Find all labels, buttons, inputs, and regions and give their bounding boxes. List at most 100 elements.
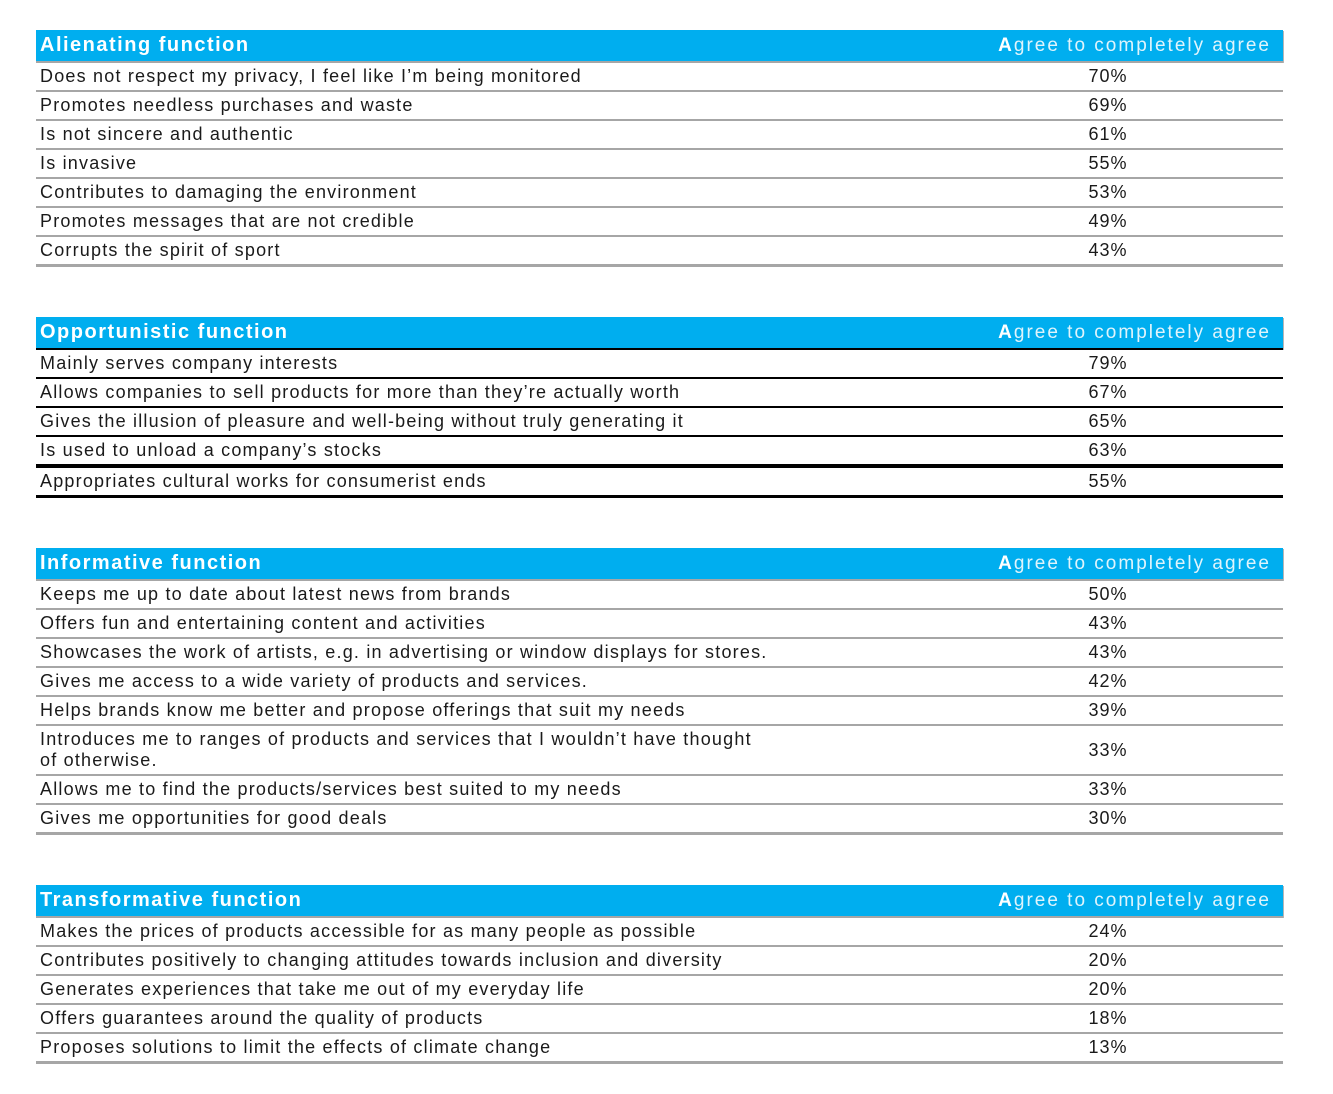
row-value: 69% [933, 91, 1283, 121]
table-row: Introduces me to ranges of products and … [36, 725, 1283, 776]
row-value: 50% [933, 580, 1283, 610]
row-value: 53% [933, 178, 1283, 208]
table-header-row: Alienating function Agree to completely … [36, 30, 1283, 63]
row-value: 20% [933, 946, 1283, 976]
table-informative-function: Informative function Agree to completely… [36, 548, 1283, 835]
row-value: 39% [933, 696, 1283, 726]
table-row: Appropriates cultural works for consumer… [36, 466, 1283, 498]
row-label: Contributes to damaging the environment [36, 178, 933, 208]
value-header-text: gree to completely agree [1013, 552, 1271, 574]
row-label: Allows me to find the products/services … [36, 775, 933, 805]
table-row: Does not respect my privacy, I feel like… [36, 62, 1283, 92]
row-label: Offers fun and entertaining content and … [36, 609, 933, 639]
table-alienating-function: Alienating function Agree to completely … [36, 30, 1283, 267]
value-column-header: Agree to completely agree [933, 885, 1283, 918]
row-value: 33% [933, 725, 1283, 776]
table-row: Helps brands know me better and propose … [36, 696, 1283, 726]
row-label: Is invasive [36, 149, 933, 179]
value-header-text: gree to completely agree [1013, 321, 1271, 343]
table-title: Informative function [36, 548, 933, 581]
table-title: Opportunistic function [36, 317, 933, 350]
row-label: Is used to unload a company’s stocks [36, 436, 933, 468]
row-label: Appropriates cultural works for consumer… [36, 466, 933, 498]
row-label: Corrupts the spirit of sport [36, 236, 933, 267]
table-row: Is invasive 55% [36, 149, 1283, 179]
row-value: 55% [933, 466, 1283, 498]
row-label: Gives me opportunities for good deals [36, 804, 933, 835]
table-title: Alienating function [36, 30, 933, 63]
table-row: Corrupts the spirit of sport 43% [36, 236, 1283, 267]
row-label: Gives me access to a wide variety of pro… [36, 667, 933, 697]
row-label: Allows companies to sell products for mo… [36, 378, 933, 408]
row-label: Helps brands know me better and propose … [36, 696, 933, 726]
row-label: Promotes needless purchases and waste [36, 91, 933, 121]
table-header-row: Opportunistic function Agree to complete… [36, 317, 1283, 350]
row-value: 18% [933, 1004, 1283, 1034]
table-row: Mainly serves company interests 79% [36, 349, 1283, 379]
value-column-header: Agree to completely agree [933, 30, 1283, 63]
table-row: Gives me access to a wide variety of pro… [36, 667, 1283, 697]
table-transformative-function: Transformative function Agree to complet… [36, 885, 1283, 1064]
table-row: Is not sincere and authentic 61% [36, 120, 1283, 150]
value-header-initial: A [998, 889, 1014, 911]
row-label: Showcases the work of artists, e.g. in a… [36, 638, 933, 668]
table-row: Generates experiences that take me out o… [36, 975, 1283, 1005]
row-value: 43% [933, 609, 1283, 639]
row-label: Generates experiences that take me out o… [36, 975, 933, 1005]
row-value: 24% [933, 917, 1283, 947]
row-label: Makes the prices of products accessible … [36, 917, 933, 947]
value-column-header: Agree to completely agree [933, 548, 1283, 581]
row-value: 33% [933, 775, 1283, 805]
row-value: 65% [933, 407, 1283, 437]
table-header-row: Transformative function Agree to complet… [36, 885, 1283, 918]
table-row: Allows me to find the products/services … [36, 775, 1283, 805]
row-value: 20% [933, 975, 1283, 1005]
table-row: Makes the prices of products accessible … [36, 917, 1283, 947]
value-header-initial: A [998, 34, 1014, 56]
row-value: 55% [933, 149, 1283, 179]
value-column-header: Agree to completely agree [933, 317, 1283, 350]
row-value: 43% [933, 638, 1283, 668]
table-header-row: Informative function Agree to completely… [36, 548, 1283, 581]
row-value: 61% [933, 120, 1283, 150]
table-row: Gives me opportunities for good deals 30… [36, 804, 1283, 835]
table-row: Offers guarantees around the quality of … [36, 1004, 1283, 1034]
table-row: Proposes solutions to limit the effects … [36, 1033, 1283, 1064]
row-label: Proposes solutions to limit the effects … [36, 1033, 933, 1064]
row-label: Contributes positively to changing attit… [36, 946, 933, 976]
row-value: 43% [933, 236, 1283, 267]
row-label: Keeps me up to date about latest news fr… [36, 580, 933, 610]
table-row: Allows companies to sell products for mo… [36, 378, 1283, 408]
row-value: 67% [933, 378, 1283, 408]
row-label: Mainly serves company interests [36, 349, 933, 379]
row-label: Does not respect my privacy, I feel like… [36, 62, 933, 92]
table-row: Promotes needless purchases and waste 69… [36, 91, 1283, 121]
table-row: Showcases the work of artists, e.g. in a… [36, 638, 1283, 668]
table-row: Is used to unload a company’s stocks 63% [36, 436, 1283, 468]
row-label: Introduces me to ranges of products and … [36, 725, 933, 776]
value-header-initial: A [998, 321, 1014, 343]
value-header-initial: A [998, 552, 1014, 574]
table-row: Promotes messages that are not credible … [36, 207, 1283, 237]
row-label: Gives the illusion of pleasure and well-… [36, 407, 933, 437]
row-value: 42% [933, 667, 1283, 697]
table-row: Contributes positively to changing attit… [36, 946, 1283, 976]
row-value: 30% [933, 804, 1283, 835]
table-title: Transformative function [36, 885, 933, 918]
table-row: Gives the illusion of pleasure and well-… [36, 407, 1283, 437]
table-row: Contributes to damaging the environment … [36, 178, 1283, 208]
row-label: Is not sincere and authentic [36, 120, 933, 150]
row-value: 79% [933, 349, 1283, 379]
table-row: Offers fun and entertaining content and … [36, 609, 1283, 639]
value-header-text: gree to completely agree [1013, 889, 1271, 911]
row-value: 63% [933, 436, 1283, 468]
row-label: Promotes messages that are not credible [36, 207, 933, 237]
row-value: 13% [933, 1033, 1283, 1064]
value-header-text: gree to completely agree [1013, 34, 1271, 56]
row-label: Offers guarantees around the quality of … [36, 1004, 933, 1034]
row-value: 49% [933, 207, 1283, 237]
table-row: Keeps me up to date about latest news fr… [36, 580, 1283, 610]
report-page: Alienating function Agree to completely … [36, 30, 1283, 1064]
table-opportunistic-function: Opportunistic function Agree to complete… [36, 317, 1283, 498]
row-value: 70% [933, 62, 1283, 92]
